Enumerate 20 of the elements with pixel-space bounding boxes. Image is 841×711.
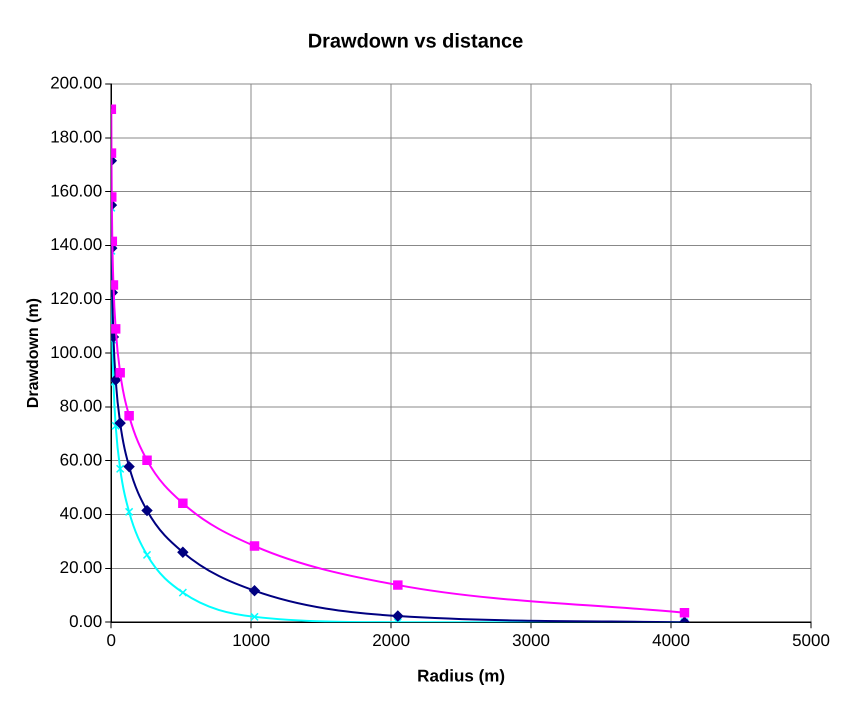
x-tick-label: 5000	[792, 631, 830, 650]
y-tick-label: 60.00	[60, 450, 102, 470]
y-tick-label: 80.00	[60, 396, 102, 416]
x-tick-label: 4000	[652, 631, 690, 650]
y-tick-label: 180.00	[50, 128, 102, 147]
y-tick-label: 100.00	[50, 342, 102, 362]
y-tick-label: 140.00	[50, 235, 102, 254]
y-tick-label: 40.00	[60, 504, 102, 524]
x-axis-title: Radius (m)	[417, 666, 506, 686]
y-tick-label: 160.00	[50, 181, 102, 200]
x-tick-label: 3000	[512, 631, 550, 650]
x-tick-label: 1000	[232, 631, 270, 650]
chart-title: Drawdown vs distance	[308, 30, 524, 53]
y-tick-label: 0.00	[69, 612, 102, 631]
x-tick-label: 0	[106, 631, 116, 650]
y-tick-label: 120.00	[50, 288, 102, 308]
y-tick-label: 200.00	[50, 74, 102, 93]
x-tick-label: 2000	[372, 631, 410, 650]
y-tick-label: 20.00	[60, 558, 102, 578]
y-axis-title: Drawdown (m)	[25, 298, 42, 408]
